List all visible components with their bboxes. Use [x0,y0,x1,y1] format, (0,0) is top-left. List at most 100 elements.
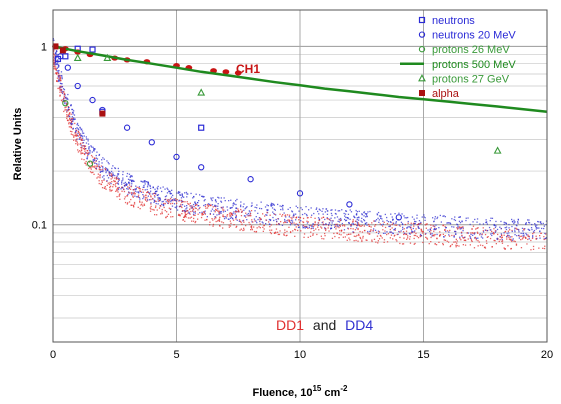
dd4-point [413,218,415,220]
dd4-point [89,152,91,154]
dd4-point [117,167,119,170]
dd1-point [358,224,360,226]
dd1-point [494,230,497,232]
dd4-point [174,199,176,201]
dd4-point [291,220,294,222]
dd4-point [386,219,388,222]
dd4-point [503,221,505,223]
dd1-point [327,227,329,229]
dd1-point [451,243,453,246]
dd4-point [433,221,435,223]
dd1-point [338,237,340,239]
dd1-point [325,229,327,232]
dd4-point [330,220,332,222]
dd4-point [212,213,215,215]
dd4-point [355,227,358,229]
dd4-point [415,221,417,223]
dd4-point [390,221,392,223]
dd4-point [59,80,61,82]
dd4-point [377,211,380,214]
dd1-point [286,230,288,233]
dd1-point [417,223,419,226]
dd1-point [342,225,344,227]
dd1-point [66,115,68,118]
dd1-point [153,193,155,195]
dd1-point [270,232,272,235]
dd1-point [81,152,83,154]
dd1-point [381,237,383,239]
dd4-point [154,196,156,198]
dd1-point [435,244,438,246]
dd4-point [431,235,433,237]
dd1-point [430,224,432,226]
dd4-point [358,217,360,219]
dd4-point [356,221,358,223]
dd4-point [192,213,195,215]
dd4-point [334,209,337,211]
dd4-point [528,238,530,240]
dd1-point [209,204,211,207]
dd4-point [312,223,314,225]
dd1-point [115,185,117,188]
dd4-point [271,204,273,206]
dd4-point [411,231,413,233]
dd1-point [297,229,299,232]
dd1-point [83,159,85,161]
dd1-point [157,198,159,200]
dd1-point [288,219,290,221]
dd4-point [384,232,386,234]
dd1-point [263,228,265,230]
dd1-point [414,242,416,245]
dd4-point [256,204,258,206]
dd1-point [86,150,88,152]
dd1-point [273,232,276,234]
dd4-point [481,234,483,236]
dd1-point [347,228,350,230]
ch1-point [234,70,242,76]
dd4-point [364,213,367,215]
dd4-point [397,233,399,235]
dd1-point [386,223,389,225]
dd1-point [110,178,112,180]
dd1-point [119,193,121,195]
dd1-point [109,185,112,187]
dd1-point [262,226,264,228]
dd1-point [69,130,72,132]
dd1-point [460,227,462,229]
dd4-point [459,236,461,238]
dd1-point [439,234,442,236]
dd1-point [66,111,68,113]
dd1-point [503,234,505,236]
dd4-point [350,211,353,213]
dd4-point [432,217,434,219]
dd4-point [56,59,58,61]
dd4-point [58,64,60,67]
dd4-point [226,206,228,208]
dd1-point [166,211,168,213]
dd4-point [403,232,405,234]
dd1-point [346,239,348,241]
dd4-point [235,207,237,209]
dd4-point [224,200,226,202]
dd4-point [57,63,59,66]
dd4-point [154,188,156,190]
dd1-point [276,231,279,233]
dd1-point [368,225,371,227]
dd1-point [286,214,289,216]
dd4-point [185,191,188,194]
dd4-point [532,236,534,238]
dd1-point [187,210,189,212]
dd1-point [460,239,462,241]
dd4-point [517,218,519,220]
dd1-point [355,235,357,238]
dd1-point [67,115,69,117]
dd1-point [133,203,136,205]
dd1-point [222,207,224,209]
dd4-point [355,213,358,215]
dd1-point [96,164,98,166]
dd4-point [459,228,461,230]
protons-27-gev-point [197,88,206,96]
dd4-point [301,213,304,216]
dd1-point [313,229,315,232]
dd1-point [410,226,412,228]
